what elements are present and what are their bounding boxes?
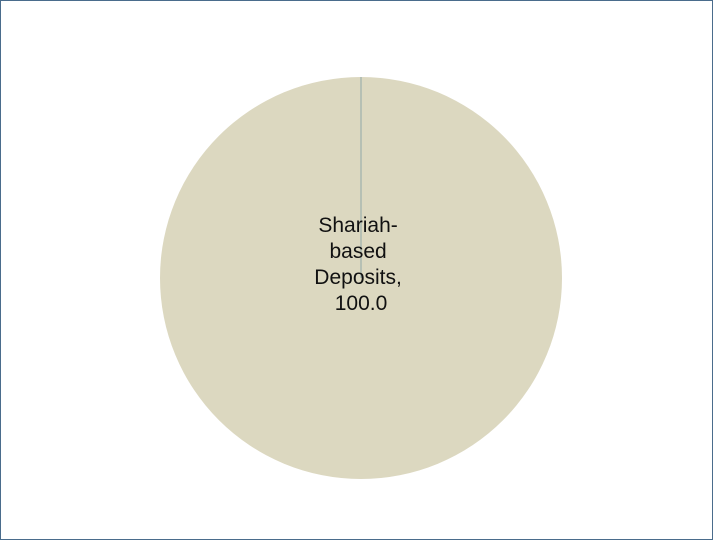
slice-label-line-2: based bbox=[329, 240, 386, 263]
slice-label-line-3: Deposits, bbox=[314, 266, 402, 289]
slice-label-line-4: 100.0 bbox=[335, 292, 388, 315]
slice-label-line-1: Shariah- bbox=[318, 214, 397, 237]
